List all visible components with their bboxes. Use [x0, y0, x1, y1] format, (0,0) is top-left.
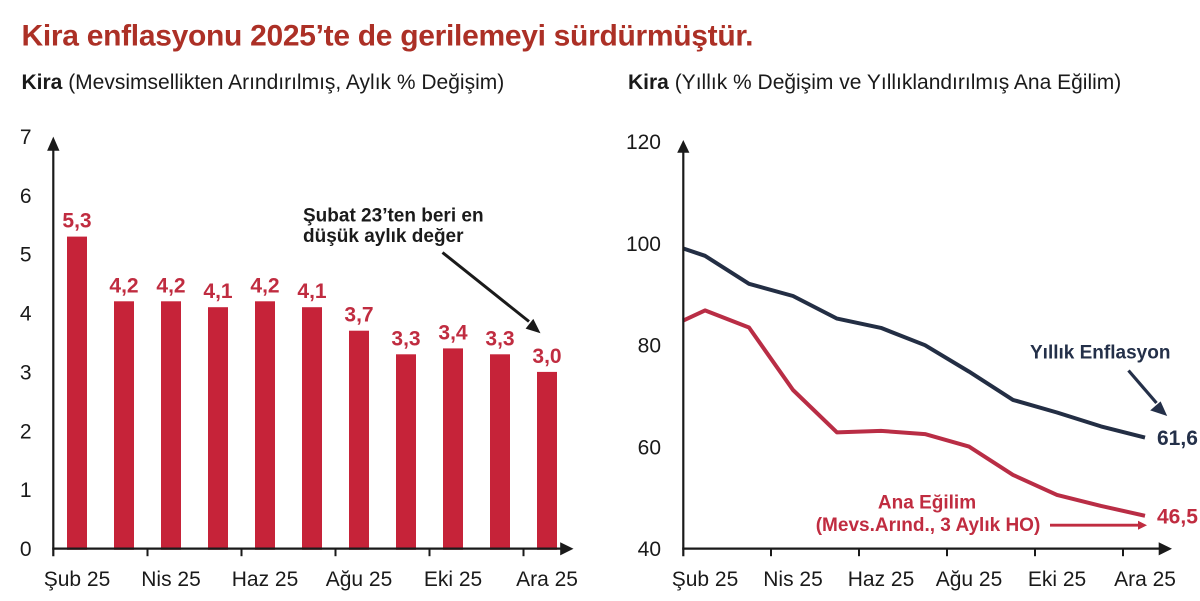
svg-text:1: 1	[20, 479, 32, 502]
svg-text:Nis 25: Nis 25	[141, 568, 201, 591]
svg-text:Şub 25: Şub 25	[672, 568, 739, 591]
svg-text:40: 40	[638, 538, 661, 561]
svg-text:Ara 25: Ara 25	[1114, 568, 1176, 591]
svg-text:6: 6	[20, 185, 32, 208]
svg-text:3,4: 3,4	[438, 321, 468, 344]
svg-text:4,1: 4,1	[203, 280, 233, 303]
svg-text:Şub 25: Şub 25	[44, 568, 111, 591]
svg-text:Haz 25: Haz 25	[232, 568, 299, 591]
svg-text:Kira (Yıllık % Değişim ve Yıll: Kira (Yıllık % Değişim ve Yıllıklandırıl…	[628, 71, 1121, 94]
svg-text:46,5: 46,5	[1157, 506, 1198, 529]
svg-text:3,0: 3,0	[532, 345, 561, 368]
svg-text:60: 60	[638, 436, 661, 459]
svg-text:düşük aylık değer: düşük aylık değer	[303, 226, 464, 247]
svg-text:80: 80	[638, 335, 661, 358]
svg-text:Şubat 23’ten beri en: Şubat 23’ten beri en	[303, 206, 484, 227]
svg-text:Nis 25: Nis 25	[763, 568, 823, 591]
svg-text:Kira (Mevsimsellikten Arındırı: Kira (Mevsimsellikten Arındırılmış, Aylı…	[22, 71, 505, 94]
svg-text:0: 0	[20, 538, 32, 561]
svg-text:3: 3	[20, 361, 32, 384]
svg-text:100: 100	[626, 233, 661, 256]
svg-text:3,3: 3,3	[485, 327, 514, 350]
svg-text:120: 120	[626, 131, 661, 154]
svg-text:Ağu 25: Ağu 25	[936, 568, 1003, 591]
svg-text:7: 7	[20, 126, 32, 149]
svg-text:Haz 25: Haz 25	[848, 568, 915, 591]
svg-text:3,3: 3,3	[391, 327, 420, 350]
svg-text:5,3: 5,3	[62, 210, 91, 233]
svg-text:Eki 25: Eki 25	[424, 568, 482, 591]
svg-text:4,2: 4,2	[109, 274, 138, 297]
svg-text:5: 5	[20, 244, 32, 267]
svg-text:Ana Eğilim: Ana Eğilim	[878, 493, 976, 514]
svg-text:Yıllık Enflasyon: Yıllık Enflasyon	[1030, 343, 1170, 364]
svg-text:Ağu 25: Ağu 25	[326, 568, 393, 591]
svg-text:3,7: 3,7	[344, 304, 373, 327]
svg-text:(Mevs.Arınd., 3 Aylık HO): (Mevs.Arınd., 3 Aylık HO)	[816, 515, 1041, 536]
svg-text:4,2: 4,2	[156, 274, 185, 297]
svg-text:Eki 25: Eki 25	[1028, 568, 1086, 591]
svg-text:4,1: 4,1	[297, 280, 327, 303]
svg-text:61,6: 61,6	[1157, 427, 1198, 450]
svg-text:Kira enflasyonu 2025’te de ger: Kira enflasyonu 2025’te de gerilemeyi sü…	[22, 20, 754, 53]
svg-text:4: 4	[20, 303, 32, 326]
svg-text:2: 2	[20, 420, 32, 443]
svg-text:Ara 25: Ara 25	[516, 568, 578, 591]
svg-text:4,2: 4,2	[250, 274, 279, 297]
